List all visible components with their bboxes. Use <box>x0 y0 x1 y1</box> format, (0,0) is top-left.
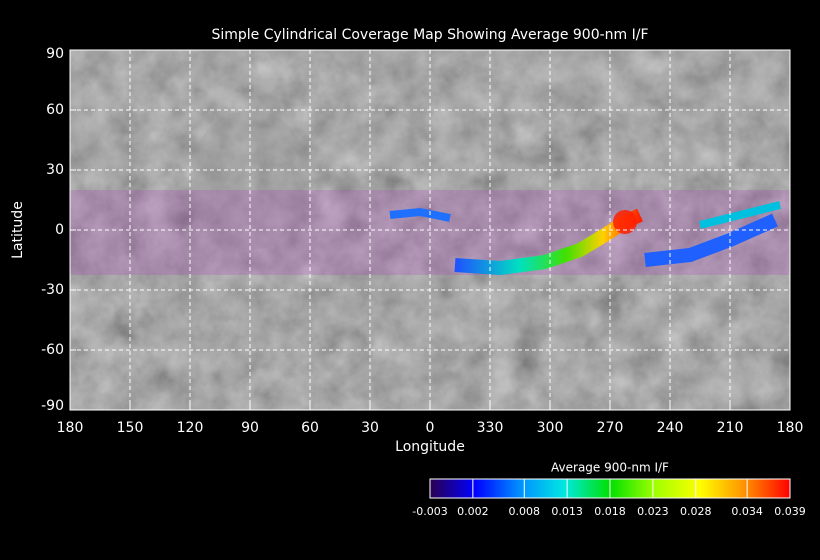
coverage-streak <box>699 201 781 229</box>
y-tick-label: 0 <box>55 222 64 238</box>
colorbar-tick-label: 0.008 <box>509 505 541 518</box>
colorbar-tick-label: 0.018 <box>594 505 626 518</box>
coverage-peak <box>613 210 637 234</box>
y-tick-label: 60 <box>46 102 64 118</box>
x-tick-label: 300 <box>537 420 564 436</box>
y-axis-label: Latitude <box>10 201 26 259</box>
x-tick-label: 150 <box>117 420 144 436</box>
y-tick-label: 90 <box>46 46 64 62</box>
colorbar-tick-label: 0.039 <box>774 505 806 518</box>
x-tick-label: 270 <box>597 420 624 436</box>
colorbar-tick-label: 0.013 <box>551 505 583 518</box>
colorbar-tick-label: 0.002 <box>457 505 489 518</box>
x-tick-label: 120 <box>177 420 204 436</box>
colorbar-tick-label: 0.034 <box>731 505 763 518</box>
y-tick-label: 30 <box>46 162 64 178</box>
x-tick-label: 180 <box>57 420 84 436</box>
x-tick-label: 180 <box>777 420 804 436</box>
x-tick-label: 60 <box>301 420 319 436</box>
colorbar-tick-label: -0.003 <box>412 505 447 518</box>
colorbar-tick-label: 0.023 <box>637 505 669 518</box>
coverage-streak <box>389 207 451 222</box>
x-axis-label: Longitude <box>395 439 465 455</box>
y-tick-label: -30 <box>41 282 64 298</box>
x-tick-label: 90 <box>241 420 259 436</box>
y-tick-label: -90 <box>41 398 64 414</box>
x-tick-label: 210 <box>717 420 744 436</box>
map-title: Simple Cylindrical Coverage Map Showing … <box>211 27 648 43</box>
colorbar-title: Average 900-nm I/F <box>551 461 669 475</box>
x-tick-label: 30 <box>361 420 379 436</box>
y-tick-label: -60 <box>41 342 64 358</box>
x-tick-label: 240 <box>657 420 684 436</box>
colorbar-tick-label: 0.028 <box>680 505 712 518</box>
x-tick-label: 330 <box>477 420 504 436</box>
x-tick-label: 0 <box>426 420 435 436</box>
